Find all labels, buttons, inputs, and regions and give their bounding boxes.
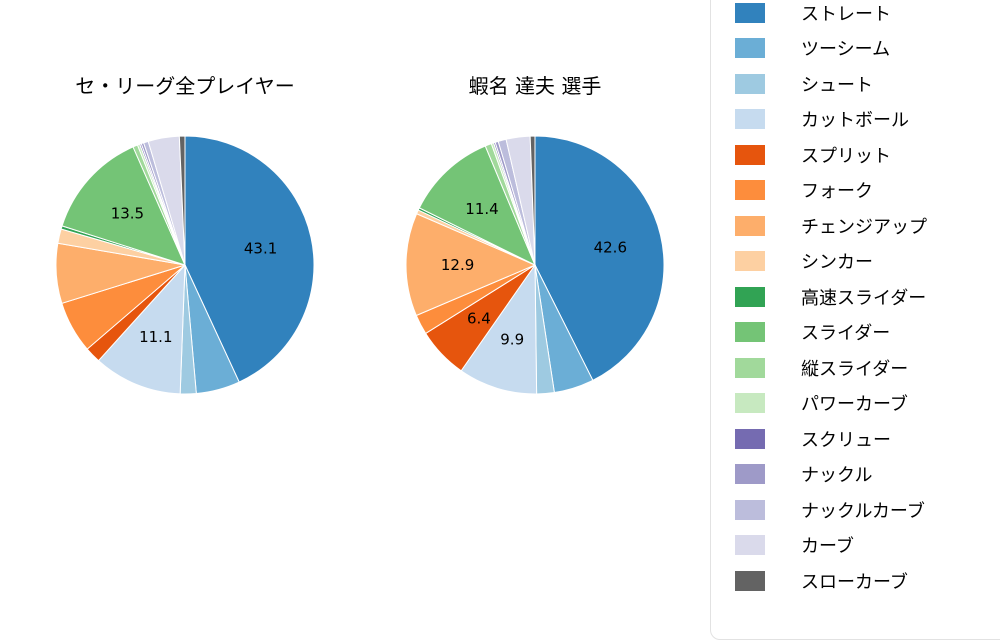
legend-label: スクリュー <box>801 429 891 451</box>
pie-slice-スローカーブ <box>529 135 536 266</box>
legend-swatch <box>735 73 765 94</box>
legend-swatch <box>735 251 765 272</box>
legend-item: ナックル <box>735 457 1000 493</box>
legend-swatch <box>735 570 765 591</box>
legend-label: スプリット <box>801 145 891 167</box>
legend-label: ナックルカーブ <box>801 500 925 522</box>
legend-item: スライダー <box>735 315 1000 351</box>
legend-item: シュート <box>735 66 1000 102</box>
legend-label: スローカーブ <box>801 571 908 593</box>
legend-item: スプリット <box>735 137 1000 173</box>
legend-swatch <box>735 109 765 130</box>
legend-label: シンカー <box>801 252 873 274</box>
legend-label: ストレート <box>801 3 891 25</box>
right-chart-title: 蝦名 達夫 選手 <box>468 74 602 98</box>
left-chart-title: セ・リーグ全プレイヤー <box>75 74 295 98</box>
pie-slice-ストレート <box>184 135 315 383</box>
legend-swatch <box>735 464 765 485</box>
legend-item: パワーカーブ <box>735 386 1000 422</box>
legend-label: ナックル <box>801 465 873 487</box>
legend-label: シュート <box>801 74 873 96</box>
legend-label: 縦スライダー <box>801 358 909 380</box>
legend-item: 高速スライダー <box>735 279 1000 315</box>
legend-item: シンカー <box>735 244 1000 280</box>
pie-slice-スライダー <box>418 145 536 267</box>
legend-item: ストレート <box>735 0 1000 31</box>
legend-label: チェンジアップ <box>801 216 927 238</box>
legend-swatch <box>735 535 765 556</box>
pie-slice-カットボール <box>460 263 538 395</box>
legend-item: 縦スライダー <box>735 350 1000 386</box>
legend-swatch <box>735 322 765 343</box>
legend-swatch <box>735 180 765 201</box>
legend-swatch <box>735 428 765 449</box>
legend-swatch <box>735 357 765 378</box>
legend-item: ツーシーム <box>735 31 1000 67</box>
legend-swatch <box>735 144 765 165</box>
legend-items: ストレートツーシームシュートカットボール スプリットフォークチェンジアップ シンカー… <box>711 0 1000 599</box>
legend-item: スクリュー <box>735 421 1000 457</box>
legend-item: フォーク <box>735 173 1000 209</box>
pie-value-label: 11.1 <box>139 328 172 346</box>
pie-slice-チェンジアップ <box>405 213 537 317</box>
pie-value-label: 13.5 <box>111 205 144 223</box>
legend-item: カットボール <box>735 102 1000 138</box>
legend-swatch <box>735 393 765 414</box>
left-pie-chart: 43.1 11.1 13.5 <box>55 135 315 395</box>
pie-value-label: 9.9 <box>500 330 524 348</box>
legend-item: カーブ <box>735 528 1000 564</box>
legend-item: ナックルカーブ <box>735 492 1000 528</box>
pie-value-label: 12.9 <box>441 256 474 274</box>
legend-label: カーブ <box>801 536 854 558</box>
pie-slice-ストレート <box>534 135 665 381</box>
legend-label: スライダー <box>801 323 891 345</box>
pie-slice-スローカーブ <box>178 135 186 266</box>
legend-item: チェンジアップ <box>735 208 1000 244</box>
legend-label: カットボール <box>801 110 909 132</box>
legend-item: スローカーブ <box>735 563 1000 599</box>
legend-label: フォーク <box>801 181 873 203</box>
pie-slice-スライダー <box>61 146 186 266</box>
legend-swatch <box>735 499 765 520</box>
legend-swatch <box>735 215 765 236</box>
legend: ストレートツーシームシュートカットボール スプリットフォークチェンジアップ シンカー… <box>710 0 1000 640</box>
pie-value-label: 6.4 <box>467 310 491 328</box>
pie-value-label: 43.1 <box>244 240 277 258</box>
legend-swatch <box>735 38 765 59</box>
right-pie-chart: 42.6 9.9 6.4 12.9 11.4 <box>405 135 665 395</box>
legend-label: パワーカーブ <box>801 394 908 416</box>
legend-swatch <box>735 286 765 307</box>
legend-label: 高速スライダー <box>801 287 927 309</box>
legend-swatch <box>735 2 765 23</box>
pie-value-label: 11.4 <box>465 200 498 218</box>
legend-label: ツーシーム <box>801 39 891 61</box>
pie-slice-カットボール <box>97 263 186 395</box>
pie-value-label: 42.6 <box>594 238 627 256</box>
